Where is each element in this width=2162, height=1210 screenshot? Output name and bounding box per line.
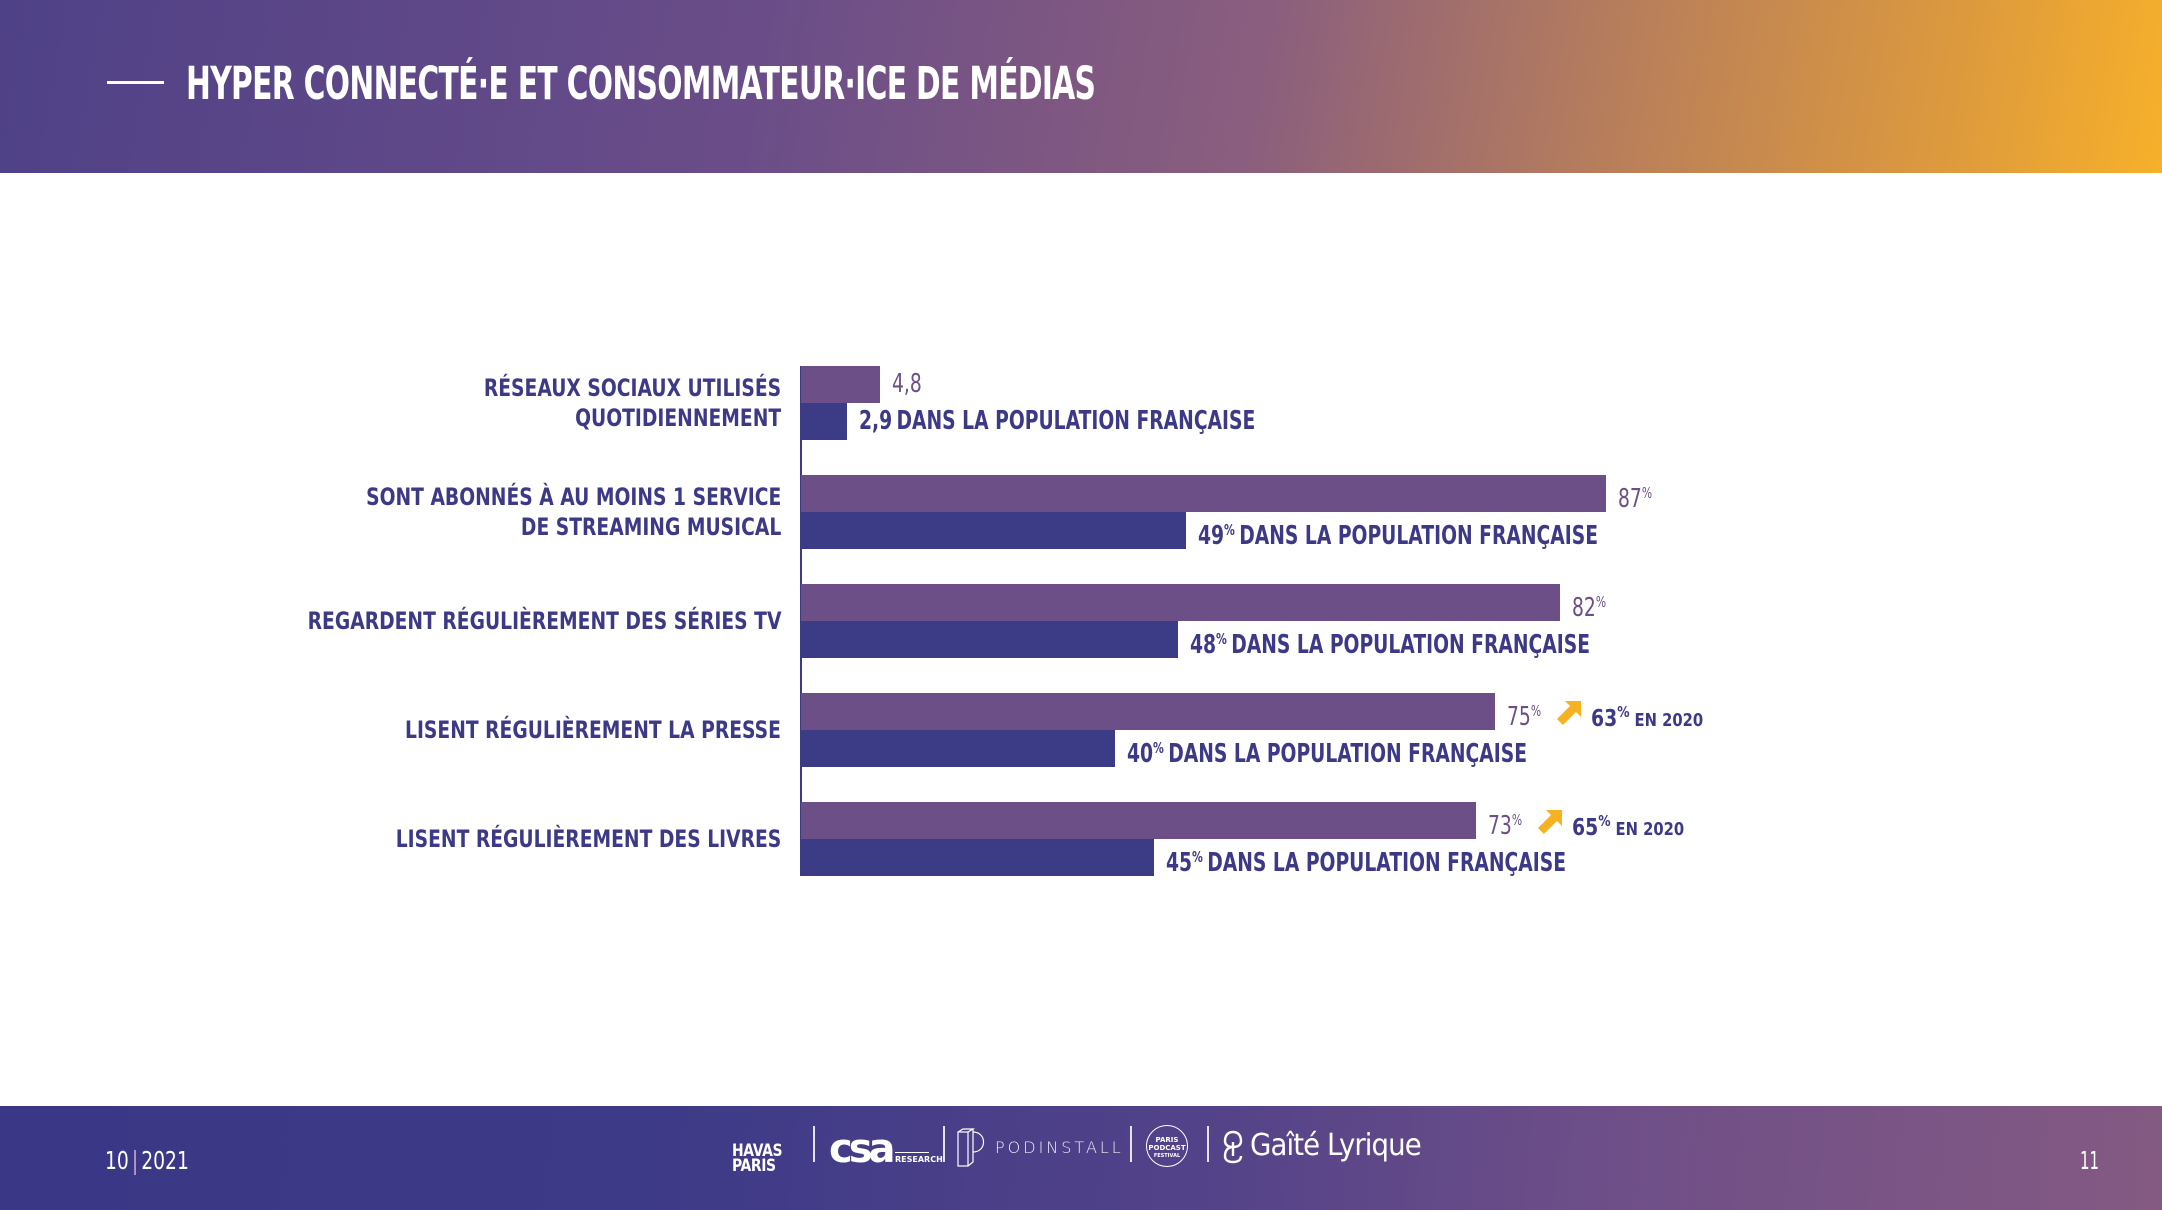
trend-text: EN 2020 xyxy=(1615,819,1685,840)
data-label-text: DANS LA POPULATION FRANÇAISE xyxy=(1238,521,1598,551)
data-label-value: 87 xyxy=(1617,484,1642,514)
havas-line-2: PARIS xyxy=(732,1156,776,1176)
data-label-main: 87% xyxy=(1618,475,1652,518)
category-label: REGARDENT RÉGULIÈREMENT DES SÉRIES TV xyxy=(307,606,781,636)
bar-main xyxy=(801,366,881,403)
podinstall-logo: PODINSTALL xyxy=(995,1138,1124,1157)
trend-value: 65 xyxy=(1572,815,1599,841)
data-label-population: 40% DANS LA POPULATION FRANÇAISE xyxy=(1127,730,1527,773)
data-label-value: 82 xyxy=(1571,593,1596,623)
data-label-population: 45% DANS LA POPULATION FRANÇAISE xyxy=(1166,839,1566,882)
csa-logo: csa xyxy=(829,1126,895,1172)
category-label: RÉSEAUX SOCIAUX UTILISÉS QUOTIDIENNEMENT xyxy=(484,373,781,433)
csa-research-label: RESEARCH xyxy=(895,1152,943,1164)
category-label-line: LISENT RÉGULIÈREMENT DES LIVRES xyxy=(395,825,781,853)
data-label-main: 4,8 xyxy=(892,366,922,403)
logo-divider xyxy=(1207,1126,1209,1162)
gaite-lyrique-logo: Gaîté Lyrique xyxy=(1250,1128,1422,1163)
trend-text: EN 2020 xyxy=(1634,710,1703,731)
data-label-value: 4,8 xyxy=(892,369,922,399)
date-separator: | xyxy=(131,1146,139,1175)
trend-suffix: % xyxy=(1598,812,1611,830)
category-label: LISENT RÉGULIÈREMENT DES LIVRES xyxy=(395,824,781,854)
arrow-up-right-icon xyxy=(1556,701,1581,725)
data-label-suffix: % xyxy=(1641,484,1652,502)
havas-line-1: HAVAS xyxy=(732,1141,783,1161)
page-number: 11 xyxy=(2080,1146,2100,1175)
bar-population xyxy=(801,621,1178,658)
footer-date: 10 | 2021 xyxy=(105,1146,189,1176)
ppf-line-3: FESTIVAL xyxy=(1153,1153,1181,1159)
category-label-line: REGARDENT RÉGULIÈREMENT DES SÉRIES TV xyxy=(307,607,781,635)
title-rule xyxy=(107,81,164,84)
trend-value: 63 xyxy=(1590,706,1618,732)
data-label-population: 2,9 DANS LA POPULATION FRANÇAISE xyxy=(859,403,1255,440)
category-label-line: DE STREAMING MUSICAL xyxy=(520,513,781,541)
data-label-value: 2,9 xyxy=(859,406,893,436)
footer: 10 | 2021 HAVAS PARIS csa RESEARCH PODINST… xyxy=(0,1106,2162,1210)
category-label: LISENT RÉGULIÈREMENT LA PRESSE xyxy=(405,715,781,745)
bar-population xyxy=(801,512,1186,549)
category-label-line: RÉSEAUX SOCIAUX UTILISÉS xyxy=(483,374,781,402)
bar-population xyxy=(801,839,1155,876)
category-label: SONT ABONNÉS À AU MOINS 1 SERVICE DE STRE… xyxy=(366,482,781,542)
data-label-population: 48% DANS LA POPULATION FRANÇAISE xyxy=(1190,621,1590,664)
paris-podcast-festival-logo: PARIS PODCAST FESTIVAL xyxy=(1146,1125,1188,1167)
data-label-text: DANS LA POPULATION FRANÇAISE xyxy=(1207,848,1567,878)
data-label-suffix: % xyxy=(1530,702,1541,720)
data-label-main: 73% xyxy=(1488,802,1522,845)
category-label-line: SONT ABONNÉS À AU MOINS 1 SERVICE xyxy=(365,483,781,511)
category-label-line: LISENT RÉGULIÈREMENT LA PRESSE xyxy=(405,716,781,744)
data-label-text: DANS LA POPULATION FRANÇAISE xyxy=(896,406,1256,436)
data-label-text: DANS LA POPULATION FRANÇAISE xyxy=(1168,739,1528,769)
data-label-main: 82% xyxy=(1572,584,1606,627)
data-label-value: 40 xyxy=(1127,739,1154,769)
data-label-suffix: % xyxy=(1153,739,1164,757)
havas-paris-logo: HAVAS PARIS xyxy=(732,1141,783,1176)
logo-divider xyxy=(943,1126,945,1162)
data-label-suffix: % xyxy=(1215,630,1227,648)
data-label-suffix: % xyxy=(1192,848,1204,866)
data-label-suffix: % xyxy=(1512,811,1523,829)
podinstall-mark-icon xyxy=(957,1128,985,1167)
trend-annotation: 63% EN 2020 xyxy=(1591,694,1703,739)
bar-main xyxy=(801,693,1495,730)
category-label-line: QUOTIDIENNEMENT xyxy=(574,404,781,432)
trend-suffix: % xyxy=(1617,703,1630,721)
logo-divider xyxy=(1130,1126,1132,1162)
data-label-value: 75 xyxy=(1506,702,1531,732)
data-label-suffix: % xyxy=(1595,593,1606,611)
gaite-lyrique-mark-icon xyxy=(1223,1130,1243,1164)
date-month: 10 xyxy=(105,1146,129,1175)
arrow-up-right-icon xyxy=(1538,810,1563,834)
bar-main xyxy=(801,584,1560,621)
ppf-line-2: PODCAST xyxy=(1148,1144,1186,1152)
data-label-value: 45 xyxy=(1166,848,1193,878)
bar-main xyxy=(801,802,1477,839)
trend-annotation: 65% EN 2020 xyxy=(1572,803,1684,848)
logo-divider xyxy=(813,1126,815,1162)
bar-main xyxy=(801,475,1606,512)
data-label-value: 73 xyxy=(1488,811,1513,841)
bar-population xyxy=(801,730,1115,767)
data-label-population: 49% DANS LA POPULATION FRANÇAISE xyxy=(1198,512,1598,555)
header-banner: HYPER CONNECTÉ·E ET CONSOMMATEUR·ICE DE … xyxy=(0,0,2162,173)
bar-population xyxy=(801,403,848,440)
data-label-suffix: % xyxy=(1223,521,1235,539)
ppf-line-1: PARIS xyxy=(1155,1136,1179,1144)
date-year: 2021 xyxy=(141,1146,189,1175)
page-title: HYPER CONNECTÉ·E ET CONSOMMATEUR·ICE DE … xyxy=(186,57,1096,110)
bar-chart: RÉSEAUX SOCIAUX UTILISÉS QUOTIDIENNEMENT 4… xyxy=(0,173,2162,1106)
data-label-text: DANS LA POPULATION FRANÇAISE xyxy=(1230,630,1590,660)
data-label-value: 49 xyxy=(1197,521,1224,551)
data-label-main: 75% xyxy=(1507,693,1541,736)
data-label-value: 48 xyxy=(1189,630,1216,660)
